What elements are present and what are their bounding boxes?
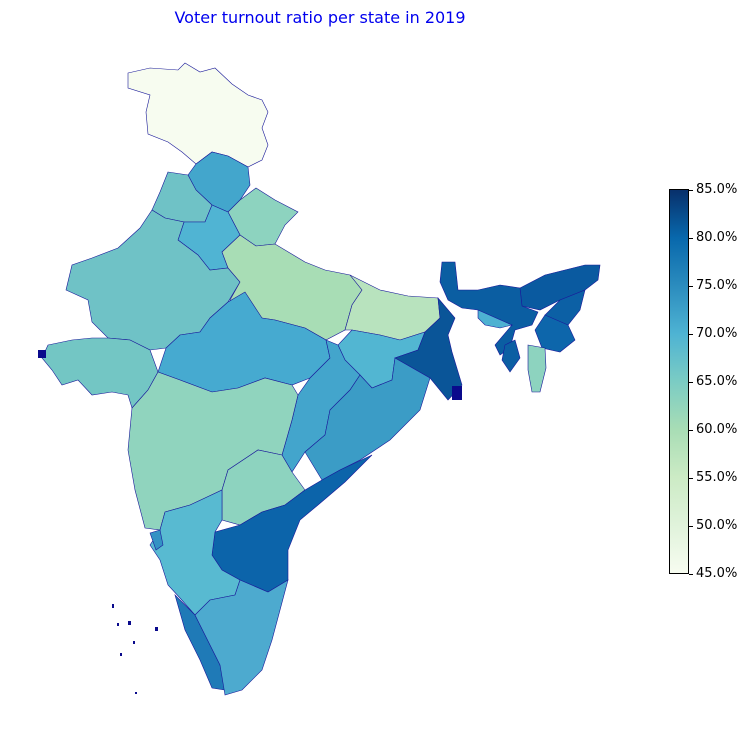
colorbar-tick: 45.0%: [688, 566, 737, 581]
colorbar-tick: 70.0%: [688, 326, 737, 341]
colorbar-tick: 65.0%: [688, 374, 737, 389]
colorbar-tick: 80.0%: [688, 230, 737, 245]
state-jammu-kashmir[interactable]: [127, 62, 269, 168]
colorbar: [669, 189, 689, 574]
colorbar-tick: 60.0%: [688, 422, 737, 437]
colorbar-tick: 85.0%: [688, 182, 737, 197]
small-coastal-features: [38, 350, 462, 400]
state-bihar[interactable]: [344, 274, 441, 341]
state-mizoram[interactable]: [527, 344, 547, 393]
state-odisha[interactable]: [304, 357, 431, 481]
colorbar-tick: 55.0%: [688, 470, 737, 485]
state-gujarat[interactable]: [41, 337, 159, 409]
lakshadweep-islands: [112, 604, 158, 694]
state-assam[interactable]: [439, 261, 539, 356]
colorbar-tick: 75.0%: [688, 278, 737, 293]
map-title: Voter turnout ratio per state in 2019: [174, 8, 466, 27]
colorbar-tick: 50.0%: [688, 518, 737, 533]
state-goa[interactable]: [149, 529, 164, 551]
state-tripura[interactable]: [501, 339, 521, 373]
state-tamil-nadu[interactable]: [194, 579, 289, 696]
state-manipur[interactable]: [534, 314, 576, 353]
state-west-bengal[interactable]: [394, 297, 463, 401]
state-meghalaya[interactable]: [477, 309, 513, 329]
state-arunachal-pradesh[interactable]: [519, 264, 601, 311]
